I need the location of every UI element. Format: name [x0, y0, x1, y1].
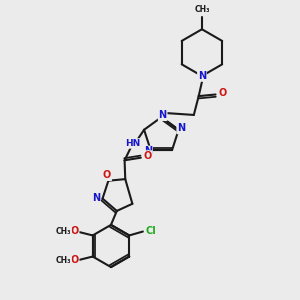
- Text: O: O: [143, 151, 152, 161]
- Text: N: N: [92, 193, 100, 203]
- Text: Cl: Cl: [145, 226, 156, 236]
- Text: CH₃: CH₃: [194, 5, 210, 14]
- Text: O: O: [70, 255, 79, 266]
- Text: N: N: [144, 146, 152, 156]
- Text: N: N: [159, 110, 167, 120]
- Text: O: O: [70, 226, 79, 236]
- Text: CH₃: CH₃: [56, 227, 71, 236]
- Text: HN: HN: [125, 139, 140, 148]
- Text: O: O: [219, 88, 227, 98]
- Text: CH₃: CH₃: [56, 256, 71, 265]
- Text: N: N: [198, 71, 206, 81]
- Text: N: N: [177, 124, 185, 134]
- Text: O: O: [103, 170, 111, 180]
